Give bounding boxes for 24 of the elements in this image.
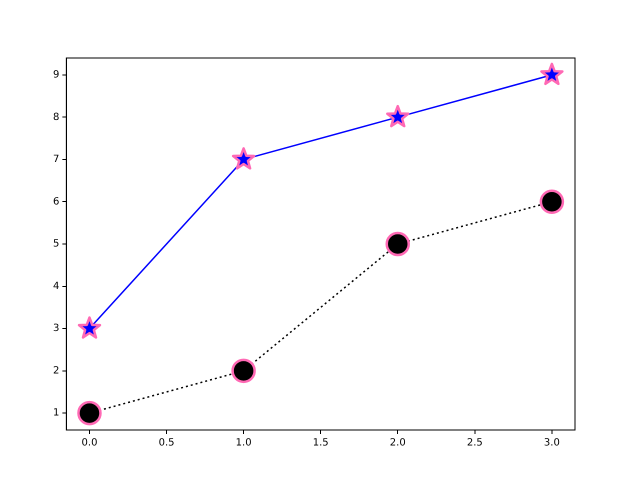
x-tick-label: 1.0	[236, 438, 252, 449]
x-tick-label: 0.5	[158, 438, 174, 449]
point	[231, 358, 256, 384]
y-tick-label: 3	[52, 323, 60, 334]
point	[386, 232, 410, 256]
y-tick-label: 7	[52, 154, 60, 166]
point	[540, 189, 564, 214]
point	[78, 316, 102, 339]
point	[386, 104, 410, 128]
x-tick-label: 2.5	[466, 438, 483, 449]
y-tick-label: 2	[52, 365, 60, 376]
y-tick-label: 4	[52, 280, 60, 292]
x-tick-label: 2.0	[390, 438, 406, 449]
point	[77, 400, 102, 426]
x-tick-label: 0.0	[82, 438, 98, 449]
y-tick-label: 1	[52, 408, 60, 419]
y-tick-label: 9	[52, 70, 60, 81]
x-tick-label: 3.0	[544, 438, 560, 449]
point	[540, 62, 564, 86]
y-tick-label: 5	[52, 238, 60, 250]
x-tick-label: 1.5	[312, 438, 329, 449]
y-tick-label: 8	[52, 112, 60, 123]
point	[232, 147, 256, 170]
y-tick-label: 6	[52, 196, 60, 208]
